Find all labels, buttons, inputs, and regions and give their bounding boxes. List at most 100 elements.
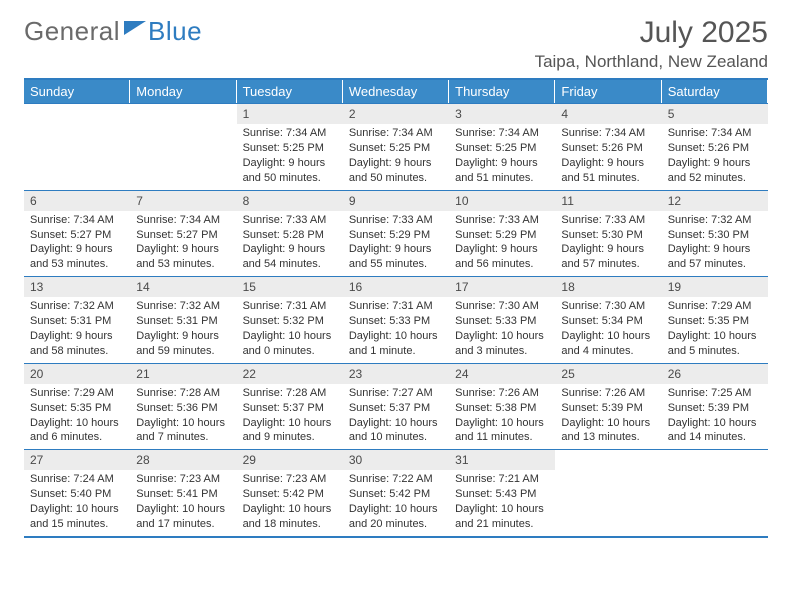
location-label: Taipa, Northland, New Zealand bbox=[535, 52, 768, 72]
day-header: Friday bbox=[555, 80, 661, 103]
day-number: 23 bbox=[343, 364, 449, 384]
detail-sunrise: Sunrise: 7:33 AM bbox=[243, 213, 337, 228]
day-number: 13 bbox=[24, 277, 130, 297]
detail-day2: and 6 minutes. bbox=[30, 430, 124, 445]
detail-sunrise: Sunrise: 7:23 AM bbox=[243, 472, 337, 487]
day-header: Saturday bbox=[662, 80, 768, 103]
detail-day1: Daylight: 9 hours bbox=[561, 242, 655, 257]
day-details: Sunrise: 7:33 AMSunset: 5:28 PMDaylight:… bbox=[237, 211, 343, 276]
detail-day1: Daylight: 10 hours bbox=[455, 416, 549, 431]
day-number: 8 bbox=[237, 191, 343, 211]
detail-sunset: Sunset: 5:38 PM bbox=[455, 401, 549, 416]
day-details: Sunrise: 7:23 AMSunset: 5:41 PMDaylight:… bbox=[130, 470, 236, 535]
detail-sunset: Sunset: 5:41 PM bbox=[136, 487, 230, 502]
day-details: Sunrise: 7:31 AMSunset: 5:33 PMDaylight:… bbox=[343, 297, 449, 362]
day-number: 24 bbox=[449, 364, 555, 384]
detail-sunset: Sunset: 5:26 PM bbox=[561, 141, 655, 156]
detail-sunrise: Sunrise: 7:26 AM bbox=[561, 386, 655, 401]
calendar-cell: 16Sunrise: 7:31 AMSunset: 5:33 PMDayligh… bbox=[343, 276, 449, 363]
detail-day2: and 17 minutes. bbox=[136, 517, 230, 532]
calendar-cell: 3Sunrise: 7:34 AMSunset: 5:25 PMDaylight… bbox=[449, 103, 555, 190]
day-number: 2 bbox=[343, 104, 449, 124]
day-details: Sunrise: 7:33 AMSunset: 5:30 PMDaylight:… bbox=[555, 211, 661, 276]
calendar-cell bbox=[555, 449, 661, 536]
bottom-rule bbox=[24, 536, 768, 538]
detail-sunrise: Sunrise: 7:34 AM bbox=[243, 126, 337, 141]
day-details: Sunrise: 7:34 AMSunset: 5:25 PMDaylight:… bbox=[449, 124, 555, 189]
detail-day2: and 9 minutes. bbox=[243, 430, 337, 445]
day-number: 4 bbox=[555, 104, 661, 124]
detail-day2: and 57 minutes. bbox=[561, 257, 655, 272]
day-number: 5 bbox=[662, 104, 768, 124]
calendar-cell: 9Sunrise: 7:33 AMSunset: 5:29 PMDaylight… bbox=[343, 190, 449, 277]
page-title: July 2025 bbox=[535, 16, 768, 50]
detail-sunset: Sunset: 5:35 PM bbox=[30, 401, 124, 416]
detail-sunset: Sunset: 5:31 PM bbox=[136, 314, 230, 329]
detail-sunset: Sunset: 5:29 PM bbox=[349, 228, 443, 243]
day-details: Sunrise: 7:30 AMSunset: 5:33 PMDaylight:… bbox=[449, 297, 555, 362]
calendar-cell: 7Sunrise: 7:34 AMSunset: 5:27 PMDaylight… bbox=[130, 190, 236, 277]
day-details: Sunrise: 7:33 AMSunset: 5:29 PMDaylight:… bbox=[449, 211, 555, 276]
detail-sunrise: Sunrise: 7:34 AM bbox=[561, 126, 655, 141]
detail-day2: and 3 minutes. bbox=[455, 344, 549, 359]
calendar-cell: 19Sunrise: 7:29 AMSunset: 5:35 PMDayligh… bbox=[662, 276, 768, 363]
calendar-grid: SundayMondayTuesdayWednesdayThursdayFrid… bbox=[24, 80, 768, 536]
detail-day2: and 18 minutes. bbox=[243, 517, 337, 532]
detail-day2: and 0 minutes. bbox=[243, 344, 337, 359]
logo: General Blue bbox=[24, 16, 202, 47]
detail-day2: and 1 minute. bbox=[349, 344, 443, 359]
day-header: Sunday bbox=[24, 80, 130, 103]
detail-sunrise: Sunrise: 7:23 AM bbox=[136, 472, 230, 487]
detail-sunrise: Sunrise: 7:32 AM bbox=[30, 299, 124, 314]
detail-sunrise: Sunrise: 7:34 AM bbox=[349, 126, 443, 141]
detail-day2: and 50 minutes. bbox=[349, 171, 443, 186]
detail-sunset: Sunset: 5:31 PM bbox=[30, 314, 124, 329]
day-number: 21 bbox=[130, 364, 236, 384]
detail-sunrise: Sunrise: 7:28 AM bbox=[243, 386, 337, 401]
day-number: 9 bbox=[343, 191, 449, 211]
detail-sunset: Sunset: 5:40 PM bbox=[30, 487, 124, 502]
detail-day2: and 53 minutes. bbox=[30, 257, 124, 272]
detail-day2: and 57 minutes. bbox=[668, 257, 762, 272]
detail-day2: and 20 minutes. bbox=[349, 517, 443, 532]
calendar-cell: 11Sunrise: 7:33 AMSunset: 5:30 PMDayligh… bbox=[555, 190, 661, 277]
detail-day1: Daylight: 9 hours bbox=[455, 156, 549, 171]
day-header: Tuesday bbox=[237, 80, 343, 103]
detail-day1: Daylight: 10 hours bbox=[30, 416, 124, 431]
detail-day2: and 11 minutes. bbox=[455, 430, 549, 445]
detail-day2: and 21 minutes. bbox=[455, 517, 549, 532]
day-details: Sunrise: 7:22 AMSunset: 5:42 PMDaylight:… bbox=[343, 470, 449, 535]
detail-day1: Daylight: 9 hours bbox=[136, 329, 230, 344]
detail-day1: Daylight: 10 hours bbox=[561, 329, 655, 344]
day-number: 29 bbox=[237, 450, 343, 470]
detail-sunset: Sunset: 5:39 PM bbox=[561, 401, 655, 416]
day-details: Sunrise: 7:34 AMSunset: 5:25 PMDaylight:… bbox=[343, 124, 449, 189]
detail-sunset: Sunset: 5:25 PM bbox=[243, 141, 337, 156]
day-details: Sunrise: 7:25 AMSunset: 5:39 PMDaylight:… bbox=[662, 384, 768, 449]
detail-day2: and 14 minutes. bbox=[668, 430, 762, 445]
calendar-cell: 23Sunrise: 7:27 AMSunset: 5:37 PMDayligh… bbox=[343, 363, 449, 450]
day-details: Sunrise: 7:32 AMSunset: 5:30 PMDaylight:… bbox=[662, 211, 768, 276]
detail-day2: and 52 minutes. bbox=[668, 171, 762, 186]
day-details: Sunrise: 7:27 AMSunset: 5:37 PMDaylight:… bbox=[343, 384, 449, 449]
day-number: 14 bbox=[130, 277, 236, 297]
day-details: Sunrise: 7:30 AMSunset: 5:34 PMDaylight:… bbox=[555, 297, 661, 362]
detail-sunrise: Sunrise: 7:27 AM bbox=[349, 386, 443, 401]
detail-sunset: Sunset: 5:27 PM bbox=[136, 228, 230, 243]
day-details: Sunrise: 7:34 AMSunset: 5:27 PMDaylight:… bbox=[24, 211, 130, 276]
detail-sunrise: Sunrise: 7:33 AM bbox=[455, 213, 549, 228]
detail-sunset: Sunset: 5:30 PM bbox=[668, 228, 762, 243]
detail-sunrise: Sunrise: 7:29 AM bbox=[668, 299, 762, 314]
detail-sunset: Sunset: 5:33 PM bbox=[349, 314, 443, 329]
calendar-cell: 26Sunrise: 7:25 AMSunset: 5:39 PMDayligh… bbox=[662, 363, 768, 450]
detail-day1: Daylight: 9 hours bbox=[30, 329, 124, 344]
calendar-cell: 5Sunrise: 7:34 AMSunset: 5:26 PMDaylight… bbox=[662, 103, 768, 190]
sail-icon bbox=[124, 21, 146, 35]
detail-sunrise: Sunrise: 7:31 AM bbox=[349, 299, 443, 314]
calendar-cell: 22Sunrise: 7:28 AMSunset: 5:37 PMDayligh… bbox=[237, 363, 343, 450]
day-number: 18 bbox=[555, 277, 661, 297]
detail-day1: Daylight: 9 hours bbox=[349, 156, 443, 171]
calendar-cell: 8Sunrise: 7:33 AMSunset: 5:28 PMDaylight… bbox=[237, 190, 343, 277]
day-number: 25 bbox=[555, 364, 661, 384]
detail-sunrise: Sunrise: 7:24 AM bbox=[30, 472, 124, 487]
